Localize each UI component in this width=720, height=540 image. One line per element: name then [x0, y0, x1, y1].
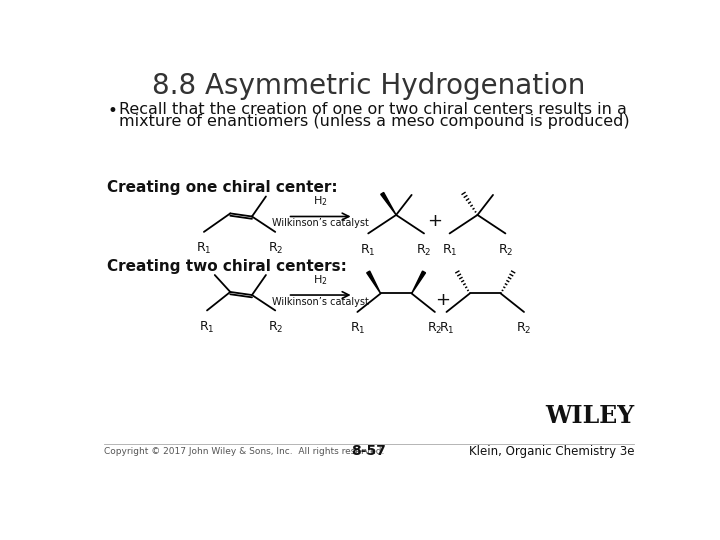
Text: R$_1$: R$_1$: [199, 320, 215, 335]
Text: Copyright © 2017 John Wiley & Sons, Inc.  All rights reserved.: Copyright © 2017 John Wiley & Sons, Inc.…: [104, 447, 384, 456]
Text: 8-57: 8-57: [351, 444, 387, 458]
Text: R$_2$: R$_2$: [268, 241, 283, 256]
Text: +: +: [435, 291, 450, 309]
Text: 8.8 Asymmetric Hydrogenation: 8.8 Asymmetric Hydrogenation: [153, 72, 585, 100]
Text: Wilkinson’s catalyst: Wilkinson’s catalyst: [272, 218, 369, 228]
Text: R$_1$: R$_1$: [196, 241, 212, 256]
Text: Creating one chiral center:: Creating one chiral center:: [107, 180, 338, 195]
Text: Recall that the creation of one or two chiral centers results in a: Recall that the creation of one or two c…: [120, 102, 627, 117]
Text: R$_1$: R$_1$: [350, 321, 365, 336]
Text: R$_2$: R$_2$: [427, 321, 443, 336]
Text: mixture of enantiomers (unless a meso compound is produced): mixture of enantiomers (unless a meso co…: [120, 114, 630, 129]
Text: WILEY: WILEY: [545, 404, 634, 428]
Polygon shape: [412, 271, 426, 294]
Text: •: •: [107, 102, 117, 120]
Text: Klein, Organic Chemistry 3e: Klein, Organic Chemistry 3e: [469, 445, 634, 458]
Text: R$_1$: R$_1$: [361, 242, 376, 258]
Polygon shape: [381, 192, 396, 215]
Text: R$_1$: R$_1$: [438, 321, 454, 336]
Text: +: +: [428, 212, 442, 230]
Text: R$_1$: R$_1$: [442, 242, 457, 258]
Text: R$_2$: R$_2$: [268, 320, 283, 335]
Text: Wilkinson’s catalyst: Wilkinson’s catalyst: [272, 296, 369, 307]
Text: R$_2$: R$_2$: [498, 242, 513, 258]
Polygon shape: [366, 271, 381, 294]
Text: H$_2$: H$_2$: [313, 194, 328, 208]
Text: R$_2$: R$_2$: [516, 321, 531, 336]
Text: Creating two chiral centers:: Creating two chiral centers:: [107, 259, 347, 274]
Text: H$_2$: H$_2$: [313, 273, 328, 287]
Text: R$_2$: R$_2$: [416, 242, 432, 258]
